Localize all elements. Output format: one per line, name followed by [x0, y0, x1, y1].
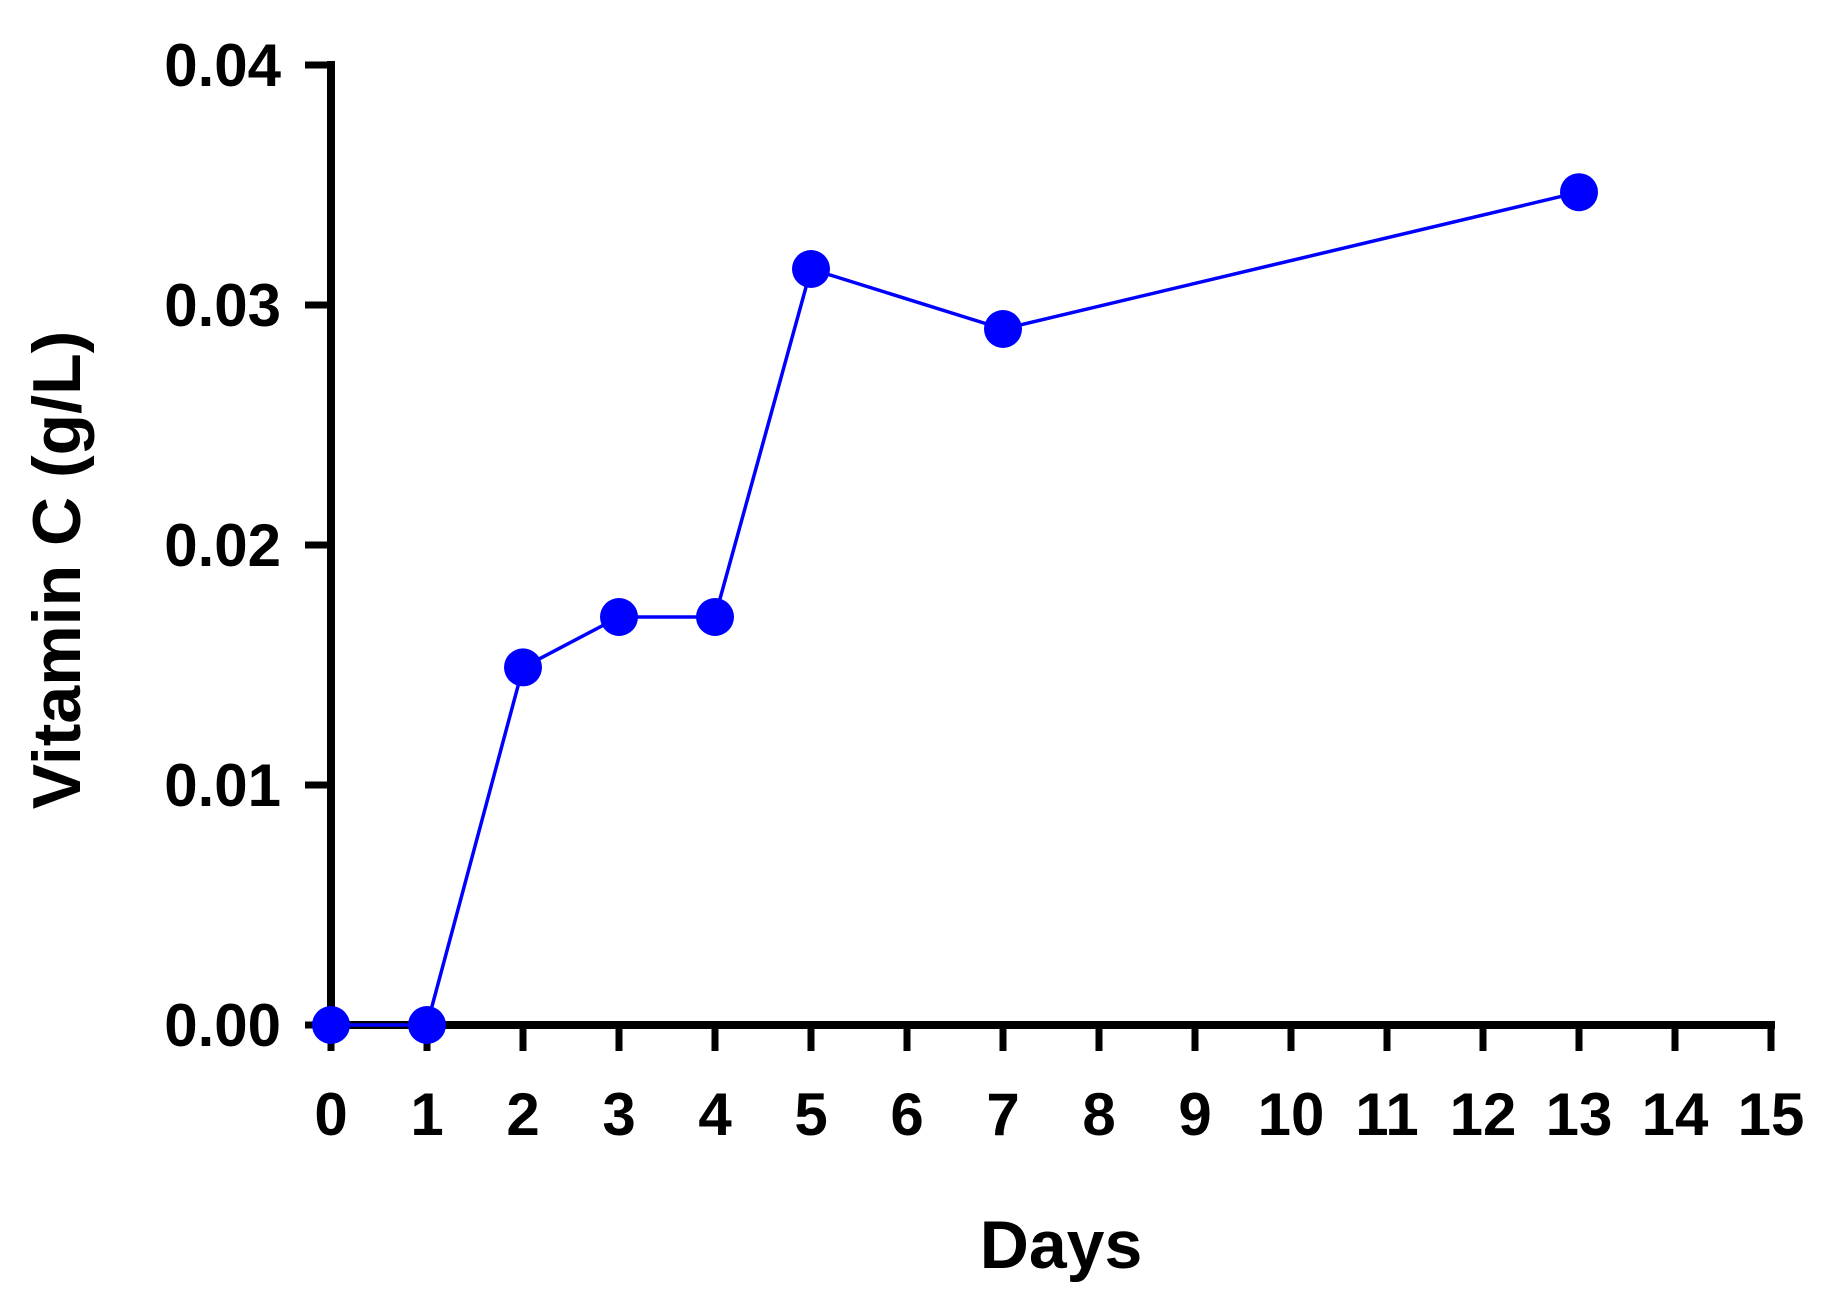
x-tick-label: 6 [890, 1081, 923, 1148]
x-tick-label: 11 [1355, 1081, 1418, 1148]
x-tick-label: 9 [1178, 1081, 1211, 1148]
data-point [1560, 173, 1598, 212]
series-layer [312, 173, 1598, 1044]
x-tick-label: 15 [1738, 1081, 1805, 1148]
x-tick-label: 1 [410, 1081, 443, 1148]
x-tick-label: 14 [1642, 1081, 1709, 1148]
axes [327, 61, 1775, 1029]
x-tick-label: 8 [1082, 1081, 1115, 1148]
x-tick-label: 2 [506, 1081, 539, 1148]
x-tick-label: 7 [986, 1081, 1019, 1148]
x-tick-label: 10 [1258, 1081, 1325, 1148]
y-tick-label: 0.04 [164, 32, 281, 99]
x-tick-label: 4 [698, 1081, 732, 1148]
y-axis-title: Vitamin C (g/L) [19, 331, 95, 810]
x-tick-label: 3 [602, 1081, 635, 1148]
data-point [696, 598, 734, 636]
y-tick-label: 0.00 [164, 992, 281, 1059]
y-tick-label: 0.03 [164, 272, 281, 339]
data-point [312, 1006, 350, 1044]
y-tick-label: 0.02 [164, 512, 281, 579]
x-axis-title: Days [980, 1207, 1143, 1283]
x-axis-ticks: 0 1 2 3 4 5 6 7 8 9 10 11 12 13 14 15 [314, 1025, 1804, 1148]
y-axis-ticks: 0.00 0.01 0.02 0.03 0.04 [164, 32, 331, 1059]
x-tick-label: 12 [1450, 1081, 1517, 1148]
data-point [792, 250, 830, 288]
data-point [600, 598, 638, 636]
data-point [984, 310, 1022, 348]
data-point [504, 648, 542, 687]
x-tick-label: 13 [1546, 1081, 1613, 1148]
y-tick-label: 0.01 [164, 752, 281, 819]
series-line [331, 190, 1580, 1027]
x-tick-label: 0 [314, 1081, 347, 1148]
data-point [408, 1006, 446, 1044]
x-tick-label: 5 [794, 1081, 827, 1148]
